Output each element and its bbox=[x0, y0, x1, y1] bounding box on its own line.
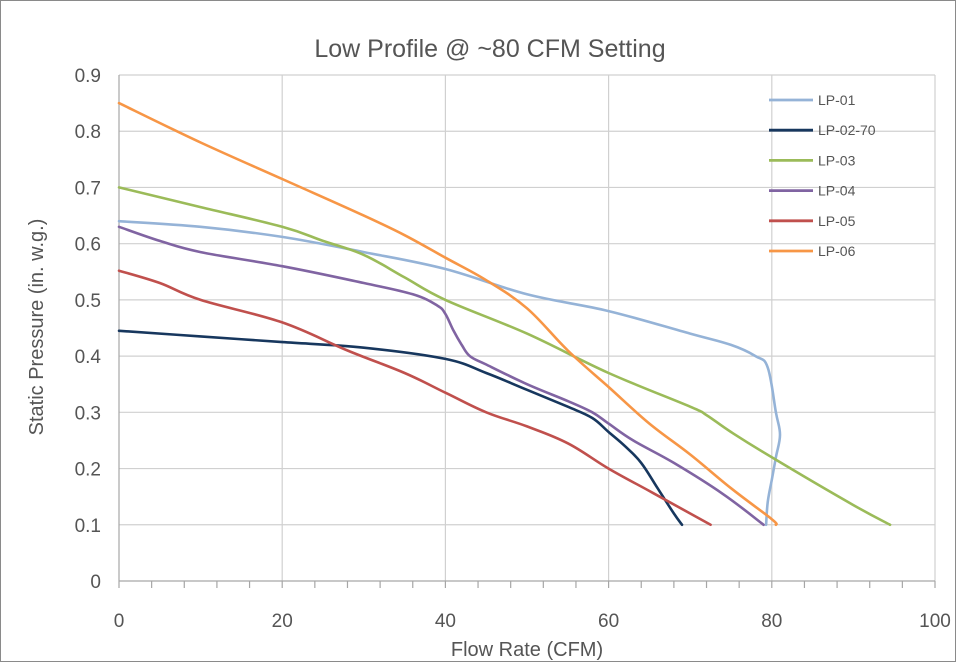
series-lines bbox=[117, 101, 892, 527]
y-tick-label: 0.3 bbox=[75, 403, 101, 424]
chart-title: Low Profile @ ~80 CFM Setting bbox=[314, 35, 665, 63]
y-tick-label: 0.1 bbox=[75, 516, 101, 537]
y-tick-label: 0.9 bbox=[75, 66, 101, 87]
x-tick-label: 60 bbox=[598, 611, 619, 632]
legend-label-lp-02-70: LP-02-70 bbox=[818, 122, 876, 138]
legend-label-lp-06: LP-06 bbox=[818, 243, 856, 259]
legend: LP-01 LP-02-70 LP-03 LP-04 LP-05 LP-06 bbox=[769, 92, 876, 259]
x-tick-label: 20 bbox=[272, 611, 293, 632]
legend-label-lp-03: LP-03 bbox=[818, 152, 856, 168]
axes bbox=[118, 75, 936, 588]
x-tick-label: 80 bbox=[761, 611, 782, 632]
y-tick-label: 0.8 bbox=[75, 122, 101, 143]
y-tick-label: 0.2 bbox=[75, 460, 101, 481]
y-tick-label: 0.7 bbox=[75, 178, 101, 199]
series-line-lp-06 bbox=[117, 101, 778, 527]
x-tick-label: 100 bbox=[919, 611, 951, 632]
y-tick-label: 0.4 bbox=[75, 347, 102, 368]
legend-label-lp-01: LP-01 bbox=[818, 92, 856, 108]
legend-label-lp-05: LP-05 bbox=[818, 213, 856, 229]
x-axis-label: Flow Rate (CFM) bbox=[451, 639, 603, 661]
tick-labels: 0 0.1 0.2 0.3 0.4 0.5 0.6 0.7 0.8 0.9 0 20 40 60 80 100 bbox=[75, 66, 951, 632]
series-line-lp-05 bbox=[117, 269, 712, 527]
gridlines bbox=[119, 74, 936, 581]
series-line-lp-04 bbox=[117, 225, 765, 527]
x-tick-label: 40 bbox=[435, 611, 456, 632]
legend-label-lp-04: LP-04 bbox=[818, 183, 856, 199]
series-line-lp-01 bbox=[117, 219, 782, 527]
y-axis-label: Static Pressure (in. w.g.) bbox=[26, 219, 48, 436]
y-tick-label: 0.6 bbox=[75, 235, 101, 256]
series-line-lp-02-70 bbox=[117, 329, 684, 527]
series-line-lp-03 bbox=[117, 186, 892, 527]
y-tick-label: 0.5 bbox=[75, 291, 101, 312]
y-tick-label: 0 bbox=[90, 572, 101, 593]
x-tick-label: 0 bbox=[114, 611, 125, 632]
